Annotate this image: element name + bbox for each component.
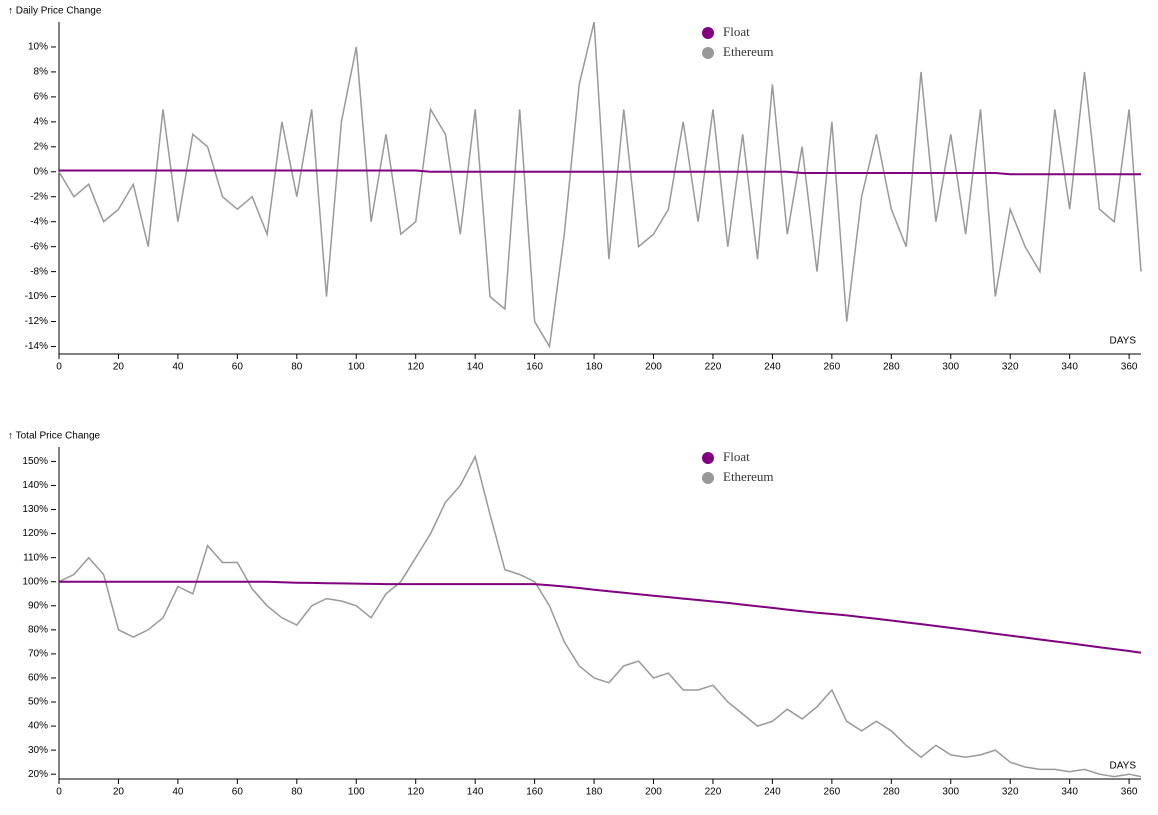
x-tick-label: 0 — [56, 787, 62, 798]
x-tick-label: 300 — [942, 787, 959, 798]
x-tick-label: 60 — [232, 362, 244, 373]
line-series — [59, 580, 1142, 654]
y-tick-label: 20% — [28, 769, 48, 780]
legend-label: Ethereum — [723, 44, 774, 59]
y-tick-label: 80% — [28, 624, 48, 635]
y-tick-label: 130% — [22, 504, 48, 515]
y-tick-label: 6% — [34, 92, 49, 103]
legend-label: Ethereum — [723, 469, 774, 484]
y-tick-label: -12% — [25, 316, 48, 327]
legend-label: Float — [723, 449, 750, 464]
x-tick-label: 260 — [824, 787, 841, 798]
x-tick-label: 360 — [1121, 787, 1138, 798]
y-tick-label: 90% — [28, 600, 48, 611]
y-tick-label: -14% — [25, 341, 48, 352]
x-tick-label: 320 — [1002, 787, 1019, 798]
x-tick-label: 100 — [348, 787, 365, 798]
x-tick-label: 180 — [586, 362, 603, 373]
x-tick-label: 160 — [526, 787, 543, 798]
legend-swatch — [702, 47, 714, 59]
y-tick-label: -6% — [30, 241, 48, 252]
y-axis-title: ↑ Total Price Change — [8, 431, 101, 442]
x-tick-label: 340 — [1061, 362, 1078, 373]
x-tick-label: 160 — [526, 362, 543, 373]
y-tick-label: 0% — [34, 166, 49, 177]
legend-swatch — [702, 27, 714, 39]
x-tick-label: 180 — [586, 787, 603, 798]
x-tick-label: 280 — [883, 362, 900, 373]
x-tick-label: 200 — [645, 362, 662, 373]
x-tick-label: 240 — [764, 362, 781, 373]
y-tick-label: 50% — [28, 697, 48, 708]
x-tick-label: 260 — [824, 362, 841, 373]
x-tick-label: 40 — [172, 362, 184, 373]
x-tick-label: 200 — [645, 787, 662, 798]
x-tick-label: 80 — [291, 787, 303, 798]
y-tick-label: -8% — [30, 266, 48, 277]
legend-label: Float — [723, 24, 750, 39]
x-tick-label: 0 — [56, 362, 62, 373]
y-tick-label: 60% — [28, 673, 48, 684]
x-tick-label: 300 — [942, 362, 959, 373]
y-axis-title: ↑ Daily Price Change — [8, 6, 102, 17]
y-tick-label: 110% — [23, 552, 48, 563]
line-series — [58, 454, 1142, 778]
y-tick-label: 120% — [22, 528, 48, 539]
y-tick-label: 4% — [34, 116, 49, 127]
legend-swatch — [702, 452, 714, 464]
x-tick-label: 100 — [348, 362, 365, 373]
x-tick-label: 120 — [407, 787, 424, 798]
x-tick-label: 20 — [113, 362, 125, 373]
legend-swatch — [702, 472, 714, 484]
x-tick-label: 280 — [883, 787, 900, 798]
y-tick-label: 150% — [22, 456, 48, 467]
x-tick-label: 220 — [705, 787, 722, 798]
x-tick-label: 20 — [113, 787, 125, 798]
y-tick-label: -4% — [30, 216, 48, 227]
x-tick-label: 240 — [764, 787, 781, 798]
y-tick-label: 70% — [28, 649, 48, 660]
x-tick-label: 320 — [1002, 362, 1019, 373]
x-axis-title: DAYS — [1110, 761, 1137, 772]
y-tick-label: 2% — [34, 141, 49, 152]
x-tick-label: 80 — [291, 362, 303, 373]
x-tick-label: 60 — [232, 787, 244, 798]
y-tick-label: 40% — [28, 721, 48, 732]
x-tick-label: 360 — [1121, 362, 1138, 373]
y-tick-label: 100% — [22, 576, 48, 587]
x-tick-label: 40 — [172, 787, 184, 798]
x-tick-label: 120 — [407, 362, 424, 373]
x-tick-label: 220 — [705, 362, 722, 373]
y-tick-label: 30% — [28, 745, 48, 756]
x-axis-title: DAYS — [1110, 336, 1137, 347]
y-tick-label: -10% — [25, 291, 48, 302]
y-tick-label: -2% — [30, 191, 48, 202]
x-tick-label: 140 — [467, 362, 484, 373]
x-tick-label: 140 — [467, 787, 484, 798]
y-tick-label: 140% — [22, 480, 48, 491]
y-tick-label: 10% — [28, 42, 48, 53]
x-tick-label: 340 — [1061, 787, 1078, 798]
y-tick-label: 8% — [34, 67, 49, 78]
line-series — [59, 169, 1141, 176]
line-series — [58, 21, 1142, 349]
